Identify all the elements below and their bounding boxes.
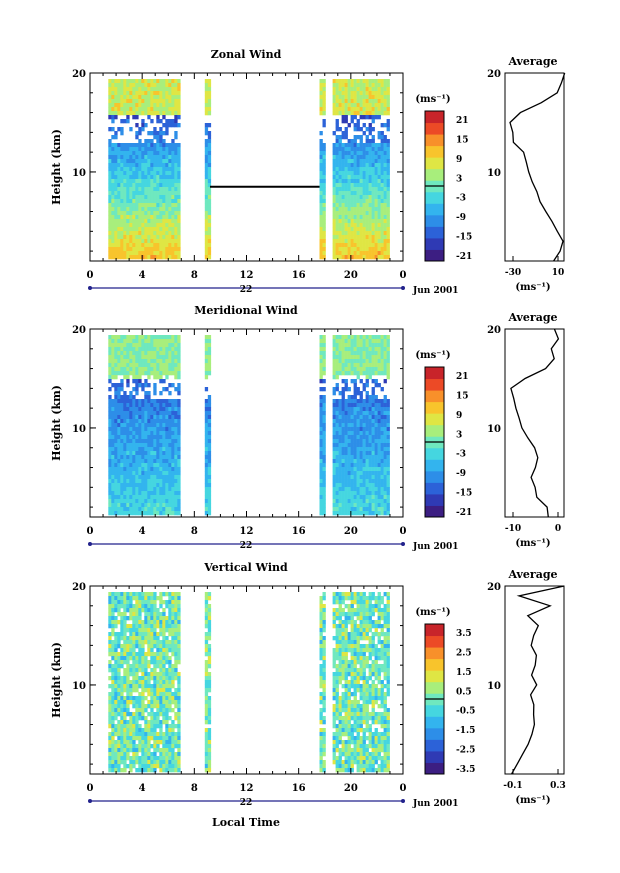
colorbar-label: -9 — [456, 469, 466, 479]
colorbar-label: 9 — [456, 155, 462, 165]
x-tick-label: 0 — [400, 783, 407, 794]
avg-y-tick: 10 — [487, 681, 501, 692]
average-title: Average — [507, 568, 557, 581]
day-label: 22 — [240, 798, 253, 808]
date-label: Jun 2001 — [412, 286, 459, 296]
panel-1: Zonal Wind 0 4 8 12 16 20 0 20 10 Height (km) 22 Jun… — [50, 48, 566, 296]
avg-y-tick: 20 — [487, 325, 501, 336]
panel-2: Meridional Wind 0 4 8 12 16 20 0 20 10 Height (km)… — [50, 304, 565, 552]
colorbar-label: -3 — [456, 194, 466, 204]
avg-x-tick: -0.1 — [503, 781, 522, 791]
panel-3: Vertical Wind 0 4 8 12 16 20 0 20 10 Height (km) 22… — [50, 561, 566, 829]
colorbar-label: -15 — [456, 233, 472, 243]
avg-x-tick: 10 — [552, 268, 565, 278]
average-frame — [504, 72, 565, 262]
x-tick-label: 12 — [240, 270, 254, 281]
y-tick-label: 10 — [72, 424, 86, 435]
panel-title: Vertical Wind — [203, 561, 288, 574]
x-tick-label: 20 — [344, 783, 358, 794]
colorbar-label: 21 — [456, 116, 469, 126]
y-tick-label: 20 — [72, 325, 86, 336]
colorbar-unit: (ms⁻¹) — [415, 607, 450, 618]
average-profile-line — [510, 328, 560, 518]
colorbar-label: 3.5 — [456, 629, 472, 639]
date-label: Jun 2001 — [412, 542, 459, 552]
x-tick-label: 8 — [191, 783, 198, 794]
y-tick-label: 10 — [72, 168, 86, 179]
average-frame — [504, 328, 565, 518]
colorbar-label: 15 — [456, 391, 469, 401]
average-unit: (ms⁻¹) — [515, 282, 550, 293]
heatmap-cells — [108, 79, 390, 260]
colorbar-label: 0.5 — [456, 687, 472, 697]
y-axis-title: Height (km) — [50, 642, 63, 718]
colorbar-label: -21 — [456, 252, 472, 262]
avg-x-tick: -10 — [505, 524, 521, 534]
avg-x-tick: 0 — [555, 524, 561, 534]
day-label: 22 — [240, 541, 253, 551]
avg-y-tick: 10 — [487, 168, 501, 179]
colorbar-label: 2.5 — [456, 648, 472, 658]
colorbar-label: -3.5 — [456, 765, 475, 775]
colorbar-label: -0.5 — [456, 707, 475, 717]
colorbar-label: -1.5 — [456, 726, 475, 736]
average-profile-line — [509, 72, 566, 262]
colorbar-label: -15 — [456, 489, 472, 499]
colorbar-label: 15 — [456, 135, 469, 145]
colorbar-label: 21 — [456, 372, 469, 382]
x-tick-label: 4 — [139, 526, 146, 537]
colorbar-label: -2.5 — [456, 746, 475, 756]
x-tick-label: 20 — [344, 526, 358, 537]
x-tick-label: 4 — [139, 270, 146, 281]
x-tick-label: 12 — [240, 783, 254, 794]
y-axis-title: Height (km) — [50, 385, 63, 461]
x-axis-title: Local Time — [212, 816, 280, 829]
avg-x-tick: 0.3 — [550, 781, 566, 791]
colorbar-unit: (ms⁻¹) — [415, 350, 450, 361]
average-unit: (ms⁻¹) — [515, 538, 550, 549]
colorbar-label: 3 — [456, 430, 462, 440]
x-tick-label: 16 — [292, 526, 306, 537]
colorbar-label: -21 — [456, 508, 472, 518]
date-label: Jun 2001 — [412, 799, 459, 809]
panel-title: Meridional Wind — [194, 304, 298, 317]
colorbar-label: 3 — [456, 174, 462, 184]
x-tick-label: 12 — [240, 526, 254, 537]
day-label: 22 — [240, 285, 253, 295]
avg-x-tick: -30 — [505, 268, 521, 278]
colorbar-unit: (ms⁻¹) — [415, 94, 450, 105]
x-tick-label: 0 — [400, 526, 407, 537]
avg-y-tick: 20 — [487, 582, 501, 593]
colorbar-label: -9 — [456, 213, 466, 223]
colorbar-label: 1.5 — [456, 668, 472, 678]
x-tick-label: 16 — [292, 270, 306, 281]
y-tick-label: 20 — [72, 582, 86, 593]
x-tick-label: 0 — [87, 526, 94, 537]
avg-y-tick: 20 — [487, 69, 501, 80]
heatmap-cells — [108, 592, 390, 773]
y-tick-label: 10 — [72, 681, 86, 692]
x-tick-label: 0 — [400, 270, 407, 281]
y-tick-label: 20 — [72, 69, 86, 80]
average-title: Average — [507, 55, 557, 68]
x-tick-label: 8 — [191, 270, 198, 281]
x-tick-label: 16 — [292, 783, 306, 794]
x-tick-label: 20 — [344, 270, 358, 281]
colorbar-label: -3 — [456, 450, 466, 460]
x-tick-label: 0 — [87, 270, 94, 281]
x-tick-label: 4 — [139, 783, 146, 794]
heatmap-cells — [108, 335, 390, 516]
x-tick-label: 8 — [191, 526, 198, 537]
average-unit: (ms⁻¹) — [515, 795, 550, 806]
colorbar-label: 9 — [456, 411, 462, 421]
average-profile-line — [511, 585, 565, 775]
x-tick-label: 0 — [87, 783, 94, 794]
average-frame — [504, 585, 565, 775]
avg-y-tick: 10 — [487, 424, 501, 435]
y-axis-title: Height (km) — [50, 129, 63, 205]
panel-title: Zonal Wind — [211, 48, 282, 61]
average-title: Average — [507, 311, 557, 324]
